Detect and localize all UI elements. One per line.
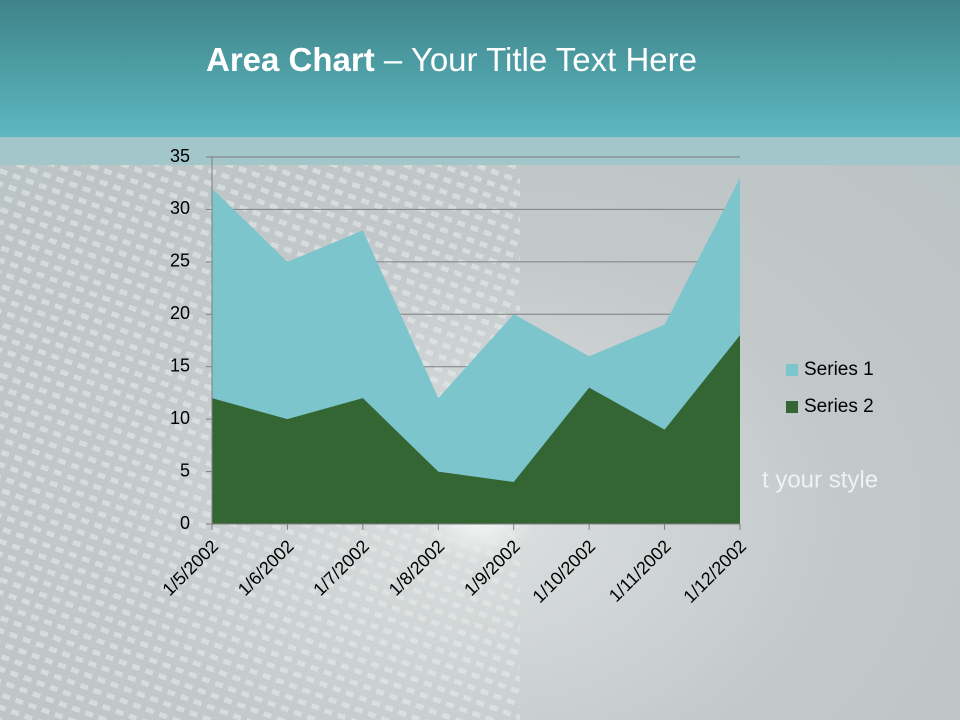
y-tick-label: 0 — [180, 513, 190, 533]
y-tick-label: 20 — [170, 303, 190, 323]
header-band — [0, 0, 960, 137]
legend-label: Series 2 — [804, 396, 874, 417]
legend-swatch — [786, 364, 798, 376]
y-tick-label: 5 — [180, 460, 190, 480]
title-bold: Area Chart — [206, 41, 375, 78]
header-strip — [0, 137, 960, 165]
y-tick-label: 15 — [170, 355, 190, 375]
y-tick-label: 25 — [170, 251, 190, 271]
background-text: t your style — [762, 466, 878, 493]
legend-label: Series 1 — [804, 359, 874, 380]
y-tick-label: 35 — [170, 146, 190, 166]
y-tick-label: 30 — [170, 198, 190, 218]
area — [212, 335, 740, 524]
slide-title: Area Chart – Your Title Text Here — [206, 41, 697, 78]
y-tick-label: 10 — [170, 408, 190, 428]
legend-swatch — [786, 401, 798, 413]
title-rest: – Your Title Text Here — [384, 41, 697, 78]
